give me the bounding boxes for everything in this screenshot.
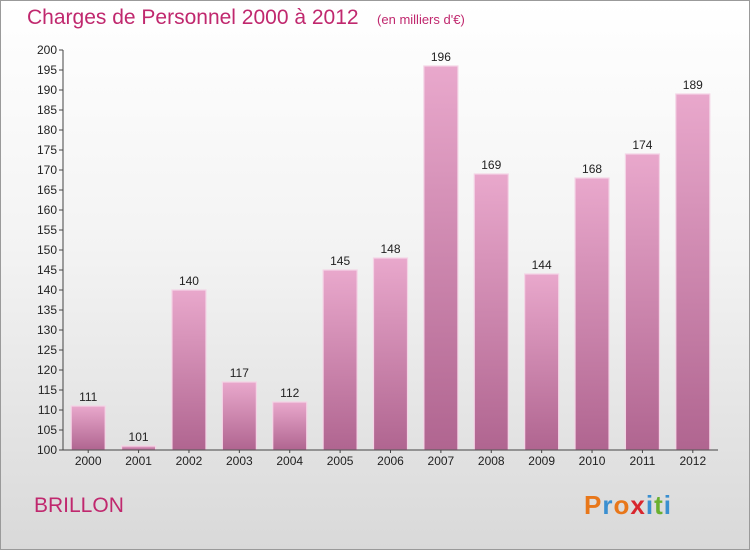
logo-letter-4: i <box>645 490 655 520</box>
place-name: BRILLON <box>34 494 124 517</box>
x-tick-label-2001: 2001 <box>125 454 152 468</box>
y-tick-label-140: 140 <box>37 283 57 297</box>
bar-2003 <box>221 381 257 451</box>
data-label-2004: 112 <box>280 386 299 400</box>
y-tick-label-180: 180 <box>37 123 57 137</box>
bar-2004 <box>272 401 308 451</box>
y-tick-label-110: 110 <box>38 403 57 417</box>
y-tick-label-200: 200 <box>37 43 57 57</box>
bar-2012 <box>675 93 711 451</box>
data-label-2002: 140 <box>179 274 199 288</box>
bar-2010 <box>574 177 610 451</box>
bar-2005 <box>322 269 358 451</box>
y-tick-label-130: 130 <box>37 323 57 337</box>
x-tick-label-2010: 2010 <box>579 454 606 468</box>
y-tick-label-165: 165 <box>37 183 57 197</box>
bar-2000 <box>70 405 106 451</box>
y-tick-label-100: 100 <box>37 443 57 457</box>
data-label-2009: 144 <box>532 258 552 272</box>
y-tick-label-125: 125 <box>37 343 57 357</box>
y-tick-label-115: 115 <box>38 383 57 397</box>
data-label-2012: 189 <box>683 78 703 92</box>
data-label-2006: 148 <box>380 242 400 256</box>
y-tick-label-120: 120 <box>37 363 57 377</box>
y-tick-label-170: 170 <box>37 163 57 177</box>
x-tick-label-2006: 2006 <box>377 454 404 468</box>
data-label-2008: 169 <box>481 158 501 172</box>
x-tick-label-2008: 2008 <box>478 454 505 468</box>
data-label-2001: 101 <box>129 430 149 444</box>
data-label-2003: 117 <box>230 366 249 380</box>
chart-header: Charges de Personnel 2000 à 2012 (en mil… <box>27 6 465 30</box>
x-tick-label-2007: 2007 <box>428 454 455 468</box>
bar-2006 <box>372 257 409 451</box>
x-tick-label-2003: 2003 <box>226 454 253 468</box>
y-tick-label-185: 185 <box>37 103 57 117</box>
y-tick-label-175: 175 <box>37 143 57 157</box>
data-label-2000: 111 <box>79 390 98 404</box>
y-tick-label-150: 150 <box>37 243 57 257</box>
x-tick-label-2011: 2011 <box>630 454 656 468</box>
chart-unit: (en milliers d'€) <box>377 12 465 27</box>
x-tick-label-2005: 2005 <box>327 454 354 468</box>
bar-2011 <box>624 153 661 451</box>
data-label-2007: 196 <box>431 50 451 64</box>
x-tick-label-2000: 2000 <box>75 454 102 468</box>
x-tick-label-2004: 2004 <box>276 454 303 468</box>
y-tick-label-155: 155 <box>37 223 57 237</box>
bar-2007 <box>423 65 459 451</box>
data-label-2005: 145 <box>330 254 350 268</box>
data-label-2011: 174 <box>632 138 652 152</box>
x-tick-label-2002: 2002 <box>176 454 203 468</box>
proxiti-logo: Proxiti <box>584 490 672 521</box>
bar-2001 <box>120 445 157 451</box>
logo-letter-1: r <box>602 490 614 520</box>
data-label-2010: 168 <box>582 162 602 176</box>
logo-letter-6: i <box>663 490 672 520</box>
chart-title: Charges de Personnel 2000 à 2012 <box>27 6 359 29</box>
x-tick-label-2012: 2012 <box>679 454 706 468</box>
y-tick-label-145: 145 <box>37 263 57 277</box>
x-tick-label-2009: 2009 <box>528 454 555 468</box>
y-tick-label-105: 105 <box>37 423 57 437</box>
logo-letter-3: x <box>630 490 646 520</box>
logo-letter-5: t <box>654 490 664 520</box>
y-tick-label-190: 190 <box>37 83 57 97</box>
bars-layer: 111 101 140 117 112 145 148 196 169 144 168 174 189 <box>70 50 711 451</box>
logo-letter-0: P <box>584 490 603 520</box>
axis-layer: 2000 2001 2002 2003 2004 2005 2006 2007 2008 2009… <box>37 43 718 468</box>
bar-2008 <box>473 173 509 451</box>
y-tick-label-135: 135 <box>37 303 57 317</box>
y-tick-label-160: 160 <box>37 203 57 217</box>
logo-letter-2: o <box>613 490 631 520</box>
bar-2002 <box>171 289 207 451</box>
y-tick-label-195: 195 <box>37 63 57 77</box>
bar-2009 <box>524 273 560 451</box>
